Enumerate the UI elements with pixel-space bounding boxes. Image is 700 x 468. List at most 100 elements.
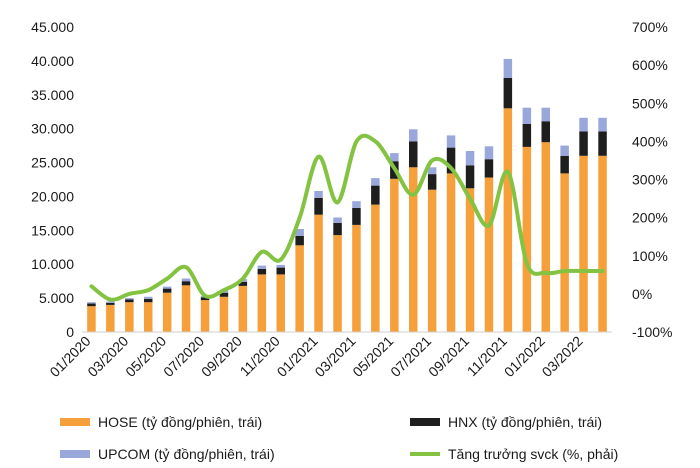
bar-hose: [465, 188, 475, 332]
bar-upcom: [427, 167, 437, 175]
bar-hose: [352, 224, 361, 332]
legend-swatch-hnx: [410, 418, 440, 426]
right-tick-label: 100%: [632, 248, 668, 264]
right-axis-ticks: -100% 0% 100% 200% 300% 400% 500% 600% 700%: [632, 19, 672, 340]
x-tick-label: 07/2020: [160, 333, 207, 380]
bar-hnx: [181, 281, 191, 286]
right-tick-label: 300%: [632, 172, 668, 188]
bar-upcom: [106, 301, 115, 303]
bar-hose: [371, 204, 380, 332]
x-tick-label: 05/2021: [349, 333, 396, 380]
left-tick-label: 20.000: [31, 188, 74, 204]
stacked-bars: [87, 58, 607, 332]
left-tick-label: 0: [66, 324, 74, 340]
bar-hnx: [598, 131, 607, 156]
bar-hnx: [314, 197, 323, 215]
left-tick-label: 15.000: [31, 222, 74, 238]
x-tick-label: 09/2021: [425, 333, 472, 380]
bar-upcom: [144, 296, 153, 299]
bar-hnx: [276, 267, 285, 275]
bar-hose: [106, 304, 115, 332]
bar-hnx: [87, 303, 96, 307]
bar-hose: [144, 302, 153, 332]
bar-hnx: [409, 141, 418, 168]
growth-line-layer: [89, 133, 605, 302]
bar-hose: [541, 142, 550, 332]
bar-hnx: [106, 302, 115, 305]
right-tick-label: 200%: [632, 210, 668, 226]
bar-hose: [314, 214, 323, 332]
bar-hose: [87, 306, 96, 332]
bar-hose: [560, 173, 569, 332]
bar-upcom: [181, 278, 191, 282]
bar-hose: [390, 178, 399, 332]
bar-hose: [579, 155, 588, 332]
bar-hose: [503, 108, 513, 332]
bar-hose: [125, 302, 134, 332]
bar-hnx: [333, 222, 342, 236]
bar-upcom: [560, 145, 569, 156]
legend-label-hose: HOSE (tỷ đồng/phiên, trái): [98, 414, 262, 430]
left-tick-label: 40.000: [31, 53, 74, 69]
legend-label-hnx: HNX (tỷ đồng/phiên, trái): [448, 414, 602, 430]
x-tick-label: 09/2020: [198, 333, 245, 380]
bar-upcom: [333, 217, 342, 223]
growth-line: [89, 133, 605, 302]
bar-upcom: [541, 107, 550, 122]
bar-hose: [409, 167, 418, 332]
bar-hnx: [427, 174, 437, 190]
bar-upcom: [522, 107, 532, 124]
bar-upcom: [125, 298, 134, 300]
bar-upcom: [503, 58, 513, 78]
right-tick-label: -100%: [632, 324, 672, 340]
bar-upcom: [314, 191, 323, 198]
left-tick-label: 30.000: [31, 121, 74, 137]
bar-hnx: [371, 185, 380, 205]
right-tick-label: 400%: [632, 133, 668, 149]
left-tick-label: 35.000: [31, 87, 74, 103]
bar-hnx: [522, 123, 532, 147]
bar-hnx: [484, 159, 494, 178]
bar-hnx: [144, 298, 153, 303]
bar-hose: [200, 300, 210, 332]
x-tick-label: 03/2021: [311, 333, 358, 380]
bar-upcom: [409, 129, 418, 142]
bar-upcom: [465, 151, 475, 166]
bar-hnx: [200, 297, 210, 301]
left-tick-label: 10.000: [31, 256, 74, 272]
x-tick-label: 07/2021: [387, 333, 434, 380]
bar-hnx: [503, 77, 513, 109]
bar-upcom: [87, 302, 96, 304]
legend-label-growth: Tăng trưởng svck (%, phải): [448, 446, 618, 462]
left-axis-ticks: 0 5.000 10.000 15.000 20.000 25.000 30.000 35.0…: [31, 19, 74, 340]
left-tick-label: 45.000: [31, 19, 74, 35]
bar-upcom: [162, 286, 172, 289]
bar-upcom: [446, 135, 456, 148]
bar-upcom: [371, 178, 380, 186]
bar-hose: [427, 189, 437, 332]
bar-hnx: [541, 121, 550, 143]
bar-hnx: [295, 235, 304, 246]
legend-swatch-hose: [60, 418, 90, 426]
right-tick-label: 700%: [632, 19, 668, 35]
bar-hnx: [162, 288, 172, 293]
bar-hnx: [446, 147, 456, 174]
bar-hnx: [352, 208, 361, 225]
bar-hnx: [560, 155, 569, 174]
bar-hose: [522, 147, 532, 332]
right-tick-label: 600%: [632, 57, 668, 73]
bar-hose: [162, 292, 172, 332]
bar-hose: [333, 235, 342, 332]
bar-hnx: [465, 165, 475, 189]
legend-label-upcom: UPCOM (tỷ đồng/phiên, trái): [98, 446, 275, 462]
x-axis-ticks: 01/202003/202005/202007/202009/202011/20…: [46, 333, 585, 380]
bar-hose: [181, 285, 191, 332]
bar-hose: [446, 173, 456, 332]
bar-upcom: [579, 117, 588, 132]
right-tick-label: 500%: [632, 95, 668, 111]
legend: HOSE (tỷ đồng/phiên, trái) HNX (tỷ đồng/…: [60, 414, 618, 462]
bar-hnx: [219, 292, 229, 297]
bar-hnx: [579, 131, 588, 156]
